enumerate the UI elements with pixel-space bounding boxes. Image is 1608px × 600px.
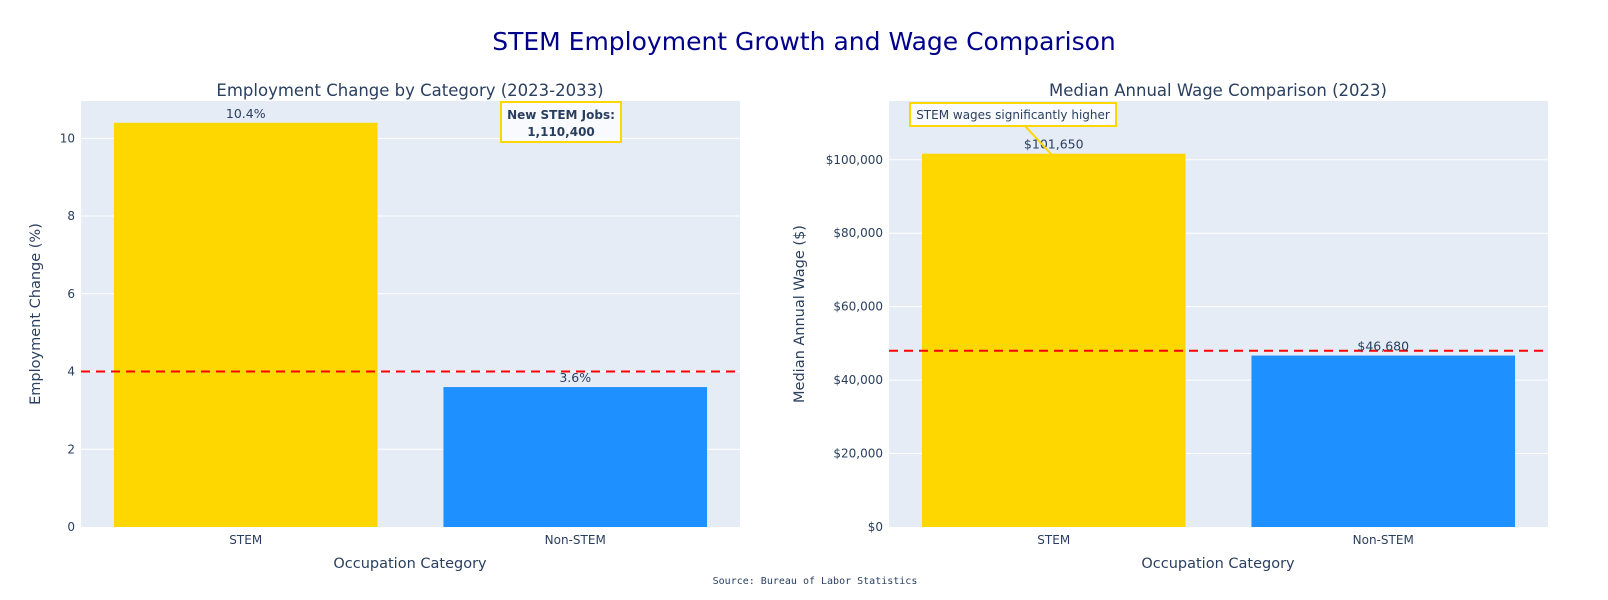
- source-note: Source: Bureau of Labor Statistics: [713, 576, 918, 587]
- x-tick-labels: STEM Non-STEM: [229, 533, 606, 547]
- y-tick-label: $40,000: [833, 373, 883, 387]
- y-tick-label: $60,000: [833, 300, 883, 314]
- annotation-line-2: 1,110,400: [527, 125, 595, 139]
- bar-value-label: $46,680: [1357, 339, 1409, 354]
- figure-title: STEM Employment Growth and Wage Comparis…: [492, 27, 1116, 56]
- bar-non-stem: [1251, 355, 1516, 527]
- median-wage-chart: $0 $20,000 $40,000 $60,000 $80,000 $100,000 S…: [792, 81, 1548, 572]
- x-axis-title: Occupation Category: [333, 556, 487, 572]
- chart-title: Employment Change by Category (2023-2033…: [216, 81, 603, 100]
- wage-annotation: STEM wages significantly higher: [909, 102, 1117, 156]
- y-axis-title: Employment Change (%): [28, 223, 44, 405]
- bar-value-labels: 10.4% 3.6%: [226, 106, 591, 385]
- y-tick-label: $0: [868, 520, 883, 534]
- bars: [921, 153, 1516, 527]
- y-tick-label: 10: [60, 131, 75, 145]
- x-tick-label: STEM: [1037, 533, 1070, 547]
- employment-change-chart: 0 2 4 6 8 10 STEM Non-STEM 10.4% 3.6% Employmen…: [28, 81, 740, 572]
- y-tick-labels: $0 $20,000 $40,000 $60,000 $80,000 $100,000: [826, 153, 883, 534]
- x-tick-label: Non-STEM: [545, 533, 606, 547]
- y-tick-label: 6: [67, 287, 75, 301]
- y-tick-label: 2: [67, 442, 75, 456]
- y-tick-label: 0: [67, 520, 75, 534]
- annotation-box: [500, 101, 622, 143]
- bars: [113, 122, 708, 528]
- bar-value-label: $101,650: [1024, 137, 1084, 152]
- y-axis-title: Median Annual Wage ($): [792, 225, 808, 403]
- bar-non-stem: [443, 387, 708, 527]
- bar-value-label: 10.4%: [226, 106, 266, 121]
- new-jobs-annotation: New STEM Jobs: 1,110,400: [500, 101, 622, 143]
- bar-stem: [113, 122, 378, 528]
- y-tick-label: $80,000: [833, 226, 883, 240]
- annotation-text: STEM wages significantly higher: [916, 108, 1110, 122]
- y-tick-label: $100,000: [826, 153, 883, 167]
- annotation-arrow: [1024, 125, 1053, 156]
- bar-value-label: 3.6%: [559, 370, 591, 385]
- y-tick-label: 8: [67, 209, 75, 223]
- x-tick-label: Non-STEM: [1353, 533, 1414, 547]
- chart-title: Median Annual Wage Comparison (2023): [1049, 81, 1387, 100]
- x-axis-title: Occupation Category: [1141, 556, 1295, 572]
- y-tick-labels: 0 2 4 6 8 10: [60, 131, 75, 534]
- y-tick-label: $20,000: [833, 447, 883, 461]
- y-tick-label: 4: [67, 365, 75, 379]
- x-tick-labels: STEM Non-STEM: [1037, 533, 1414, 547]
- bar-stem: [921, 153, 1186, 527]
- x-tick-label: STEM: [229, 533, 262, 547]
- annotation-box: [909, 102, 1117, 127]
- annotation-line-1: New STEM Jobs:: [507, 108, 615, 122]
